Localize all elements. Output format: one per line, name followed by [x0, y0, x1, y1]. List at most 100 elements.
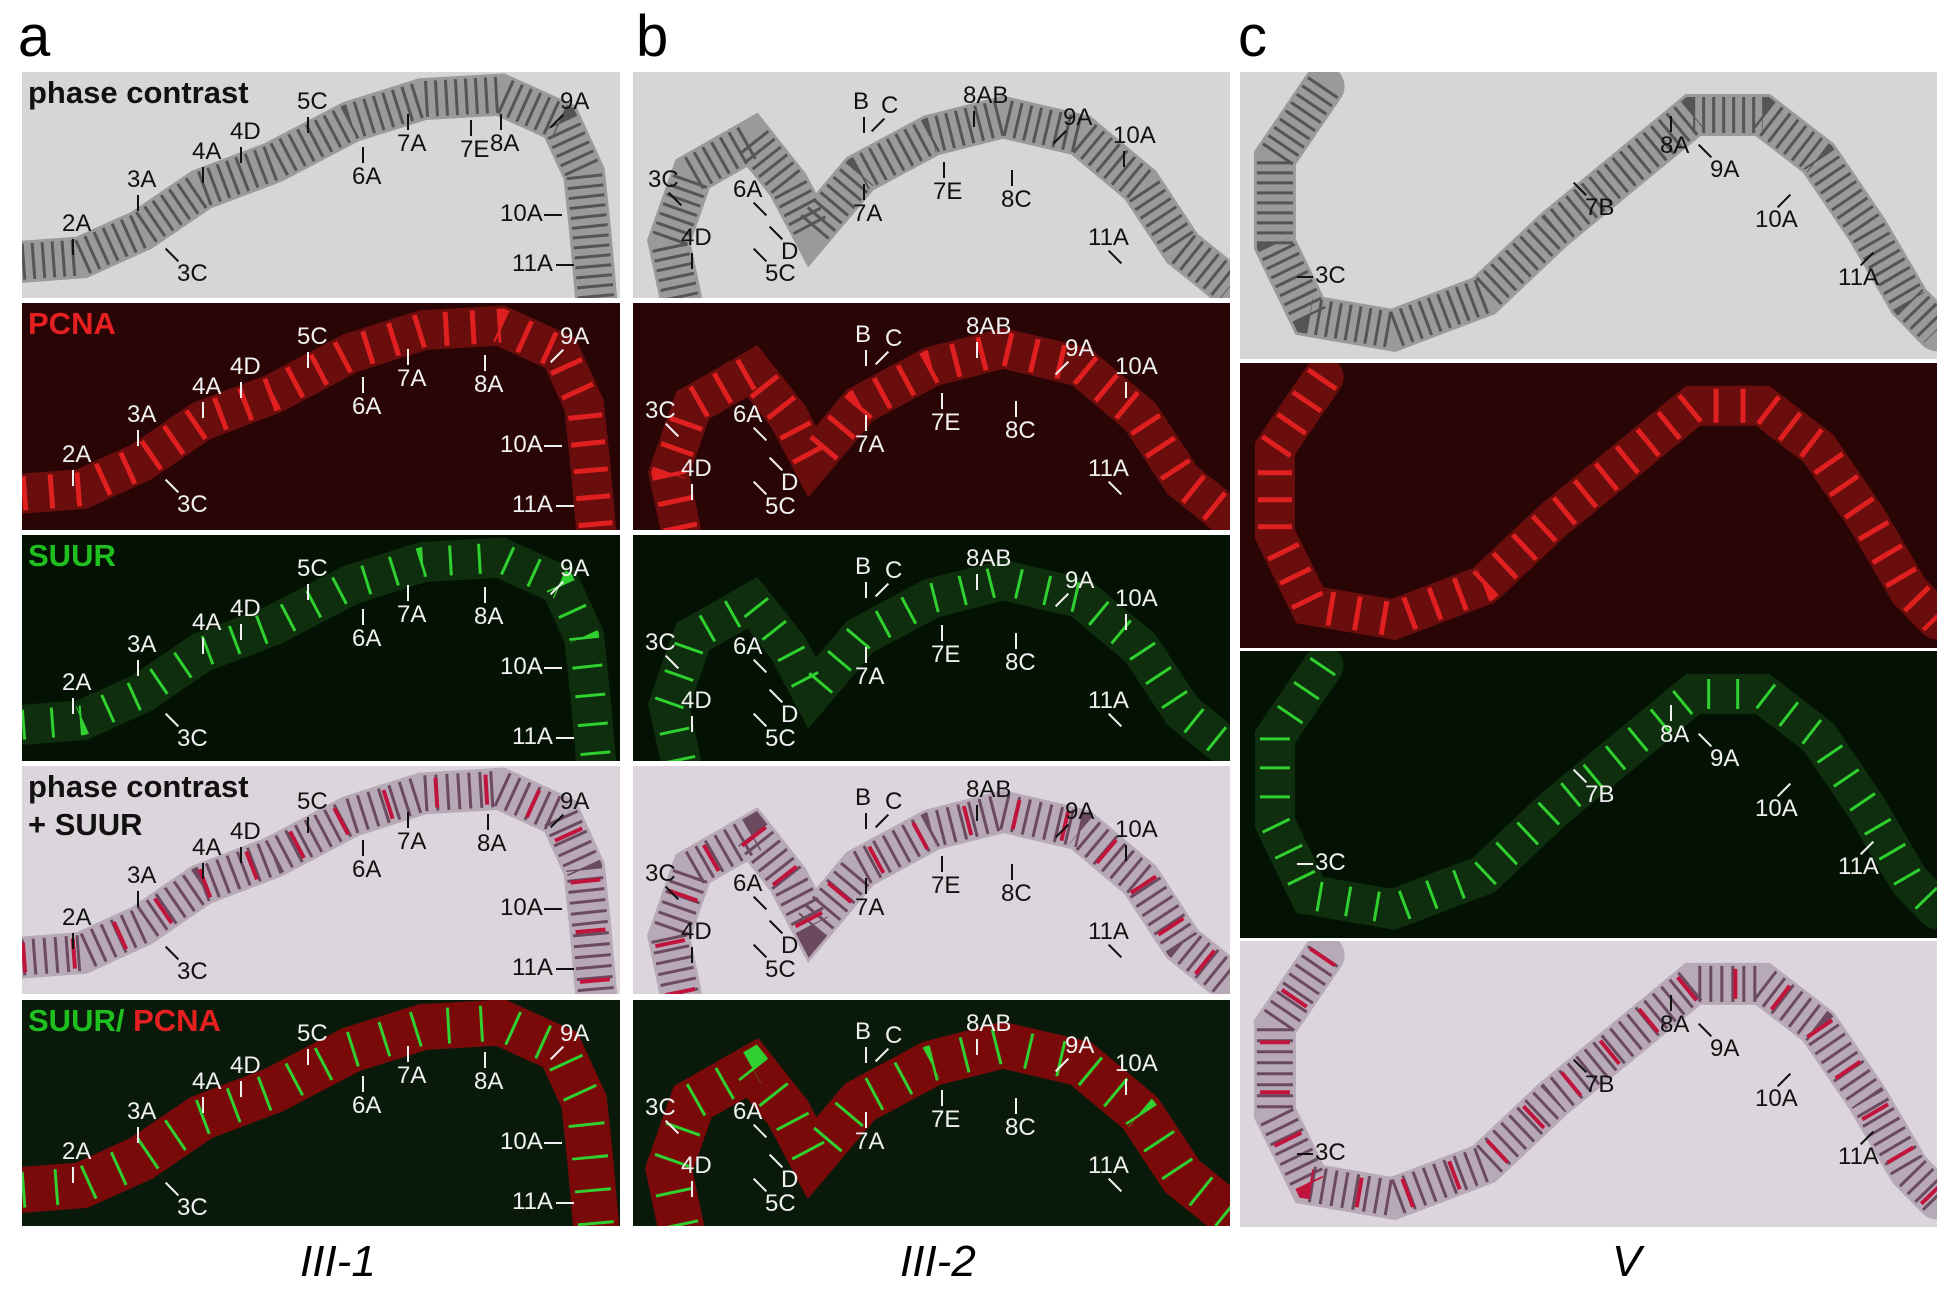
label-tick — [941, 1090, 943, 1106]
label-tick — [407, 1046, 409, 1062]
band-label: 10A — [1115, 816, 1158, 843]
label-tick — [362, 377, 364, 393]
label-tick — [691, 253, 693, 269]
band-label: 9A — [1710, 745, 1740, 772]
band-label: 8AB — [966, 776, 1012, 803]
band-label: 2A — [62, 441, 92, 468]
band-label: 8C — [1005, 649, 1036, 676]
band-label: 9A — [560, 1020, 590, 1047]
micrograph — [22, 305, 617, 530]
label-tick — [556, 968, 574, 970]
micrograph — [22, 767, 618, 994]
band-label: B — [855, 321, 872, 348]
label-tick — [691, 1181, 693, 1197]
band-label: C — [885, 557, 903, 584]
band-label: 11A — [1838, 1143, 1879, 1170]
band-label: 4D — [230, 1052, 261, 1079]
chromosome-body — [22, 1000, 620, 1226]
band-label: 7E — [931, 1106, 961, 1133]
panel-b-merge: B C 8AB 9A 10A 3C 6A 7A 7E 8C 11A 4D D 5C — [633, 766, 1230, 994]
caption-c: V — [1612, 1237, 1642, 1286]
band-label: 10A — [500, 653, 543, 680]
band-label: 2A — [62, 210, 92, 237]
band-label: D — [781, 238, 799, 265]
band-label: 11A — [1838, 853, 1879, 880]
label-tick — [556, 264, 574, 266]
label-tick — [72, 470, 74, 486]
label-tick — [137, 430, 139, 446]
chromosome-bands — [1256, 945, 1937, 1217]
band-label: 9A — [560, 555, 590, 582]
panel-b-suur: B C 8AB 9A 10A 3C 6A 7E 8C 7A 11A 4D D 5C — [633, 535, 1230, 761]
band-label: 7E — [460, 136, 490, 163]
band-label: 8AB — [966, 313, 1012, 340]
band-label: 7A — [397, 130, 427, 157]
band-label: 5C — [765, 260, 796, 287]
label-tick — [865, 647, 867, 663]
label-tick — [470, 120, 472, 136]
band-label: 10A — [1115, 1050, 1158, 1077]
band-label: 7A — [855, 1128, 885, 1155]
panel-title: phase contrast — [28, 74, 249, 112]
caption-b: III-2 — [900, 1237, 976, 1286]
micrograph — [644, 1021, 1230, 1226]
band-label: 3A — [127, 166, 157, 193]
title-line: SUUR — [28, 538, 116, 573]
band-label: 7A — [853, 200, 883, 227]
band-label: 3C — [645, 397, 676, 424]
label-tick — [544, 908, 562, 910]
label-tick — [1670, 705, 1672, 721]
label-tick — [307, 117, 309, 133]
title-line: phase contrast — [28, 75, 249, 110]
label-tick — [941, 856, 943, 872]
band-label: 4A — [192, 1068, 222, 1095]
band-label: 5C — [765, 725, 796, 752]
label-tick — [1297, 276, 1313, 278]
micrograph — [22, 1000, 620, 1226]
band-label: 6A — [733, 176, 763, 203]
band-label: 11A — [1838, 264, 1879, 291]
label-tick — [865, 878, 867, 894]
band-label: 8C — [1005, 417, 1036, 444]
band-label: 9A — [1065, 567, 1095, 594]
label-tick — [137, 660, 139, 676]
label-tick — [556, 505, 574, 507]
band-label: 4D — [681, 455, 712, 482]
band-label: C — [885, 788, 903, 815]
micrograph — [647, 95, 1230, 298]
band-label: C — [881, 92, 899, 119]
label-tick — [556, 1202, 574, 1204]
band-label: 7A — [855, 894, 885, 921]
title-line: + SUUR — [28, 807, 143, 842]
label-tick — [407, 585, 409, 601]
band-label: 7E — [931, 872, 961, 899]
label-tick — [137, 1127, 139, 1143]
label-tick — [240, 847, 242, 863]
label-tick — [307, 352, 309, 368]
label-tick — [1670, 116, 1672, 132]
label-tick — [484, 1052, 486, 1068]
micrograph — [1254, 363, 1937, 641]
band-label: 11A — [512, 723, 553, 750]
band-label: 6A — [352, 163, 382, 190]
band-label: 8C — [1001, 880, 1032, 907]
band-label: 6A — [352, 393, 382, 420]
band-label: C — [885, 325, 903, 352]
band-label: 3C — [177, 260, 208, 287]
band-label: 4D — [230, 118, 261, 145]
label-tick — [865, 582, 867, 598]
band-label: 4A — [192, 609, 222, 636]
label-tick — [240, 624, 242, 640]
panel-b-phase: B C 8AB 9A 10A 3C 6A 7A 7E 8C 11A 4D D 5C — [633, 72, 1230, 298]
band-label: 9A — [1065, 1032, 1095, 1059]
micrograph — [22, 537, 617, 761]
panel-a-pcna: PCNA 5C 9A 4D 4A 7A 8A 6A 3A 2A 10A 3C 11A — [22, 303, 620, 530]
band-label: 7A — [855, 663, 885, 690]
band-label: 6A — [352, 1092, 382, 1119]
band-label: 4D — [681, 918, 712, 945]
label-tick — [1670, 995, 1672, 1011]
band-label: B — [855, 553, 872, 580]
label-tick — [544, 667, 562, 669]
label-tick — [137, 891, 139, 907]
band-label: 9A — [1063, 104, 1093, 131]
